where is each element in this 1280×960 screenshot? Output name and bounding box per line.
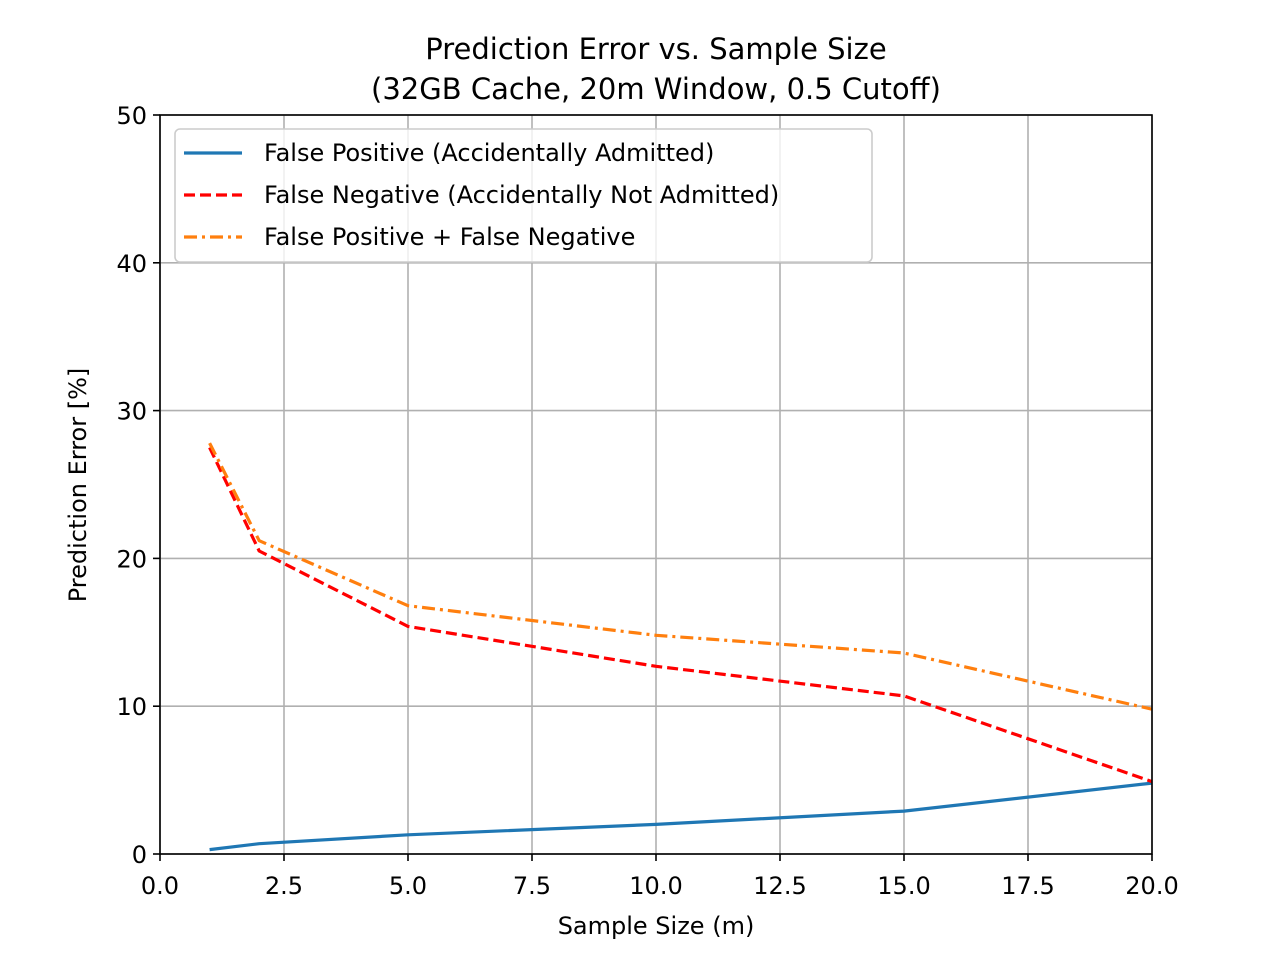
legend-label-2: False Negative (Accidentally Not Admitte… [264,181,779,209]
x-tick-label: 0.0 [141,872,179,900]
y-tick-label: 40 [116,250,147,278]
x-tick-label: 20.0 [1125,872,1178,900]
x-tick-label: 15.0 [877,872,930,900]
y-tick-label: 50 [116,102,147,130]
series-line-3 [208,442,1153,711]
legend-box [174,128,873,263]
y-tick-label: 10 [116,693,147,721]
x-tick-label: 5.0 [389,872,427,900]
chart-title-line2: (32GB Cache, 20m Window, 0.5 Cutoff) [371,72,941,106]
x-tick-label: 17.5 [1001,872,1054,900]
legend-label-3: False Positive + False Negative [264,223,635,251]
x-tick-label: 7.5 [513,872,551,900]
legend: False Positive (Accidentally Admitted) Fa… [174,128,873,263]
series-line-2 [208,446,1153,784]
chart-title-line1: Prediction Error vs. Sample Size [425,32,886,66]
x-tick-label: 10.0 [629,872,682,900]
y-tick-label: 20 [116,545,147,573]
y-tick-label: 0 [132,841,147,869]
x-axis-label: Sample Size (m) [558,912,755,940]
axis-ticks: 0.0 2.5 5.0 7.5 10.0 12.5 15.0 17.5 20.0 0 10 20 30 4… [116,102,1178,900]
legend-label-1: False Positive (Accidentally Admitted) [264,139,714,167]
x-tick-label: 2.5 [265,872,303,900]
series-line-1 [209,781,1153,852]
series-lines [208,442,1153,852]
x-tick-label: 12.5 [753,872,806,900]
y-tick-label: 30 [116,398,147,426]
y-axis-label: Prediction Error [%] [64,368,92,603]
